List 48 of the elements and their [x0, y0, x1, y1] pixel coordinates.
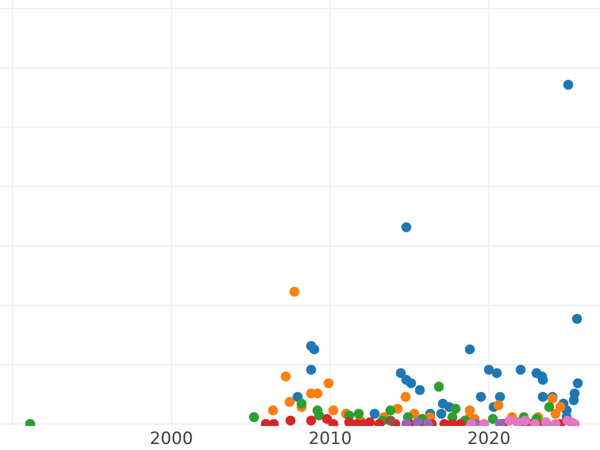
point: [484, 364, 494, 375]
point: [280, 371, 291, 382]
point: [314, 410, 324, 420]
point: [544, 402, 554, 412]
point: [328, 405, 338, 416]
point: [568, 395, 579, 406]
point: [555, 402, 566, 412]
point: [306, 364, 316, 375]
point: [289, 286, 300, 297]
point: [344, 417, 354, 426]
point: [370, 408, 380, 419]
x-tick-label: 2010: [308, 429, 352, 449]
point: [285, 416, 296, 426]
x-tick-label: 2020: [467, 429, 511, 449]
point: [406, 378, 416, 388]
point: [324, 378, 334, 388]
point: [284, 396, 295, 407]
point: [464, 344, 475, 354]
point: [450, 404, 461, 414]
point: [306, 416, 316, 426]
point: [563, 80, 574, 90]
point: [495, 392, 505, 402]
point: [364, 417, 375, 426]
point: [401, 222, 412, 232]
point: [492, 368, 502, 378]
point: [476, 392, 486, 402]
point: [248, 412, 259, 422]
point: [488, 414, 498, 424]
point: [400, 392, 411, 402]
point: [572, 378, 583, 388]
point: [268, 405, 278, 416]
point: [396, 368, 406, 378]
point: [516, 364, 526, 375]
point: [296, 398, 307, 409]
point: [434, 382, 444, 392]
point: [436, 408, 446, 419]
point: [538, 392, 548, 402]
point: [354, 408, 364, 419]
point: [385, 405, 396, 416]
point: [493, 400, 504, 410]
point: [550, 408, 561, 419]
x-tick-label: 2000: [150, 429, 194, 449]
point: [309, 344, 320, 354]
point: [385, 416, 396, 426]
point: [322, 414, 332, 424]
point: [520, 416, 530, 426]
point: [414, 385, 425, 396]
point: [572, 314, 582, 324]
